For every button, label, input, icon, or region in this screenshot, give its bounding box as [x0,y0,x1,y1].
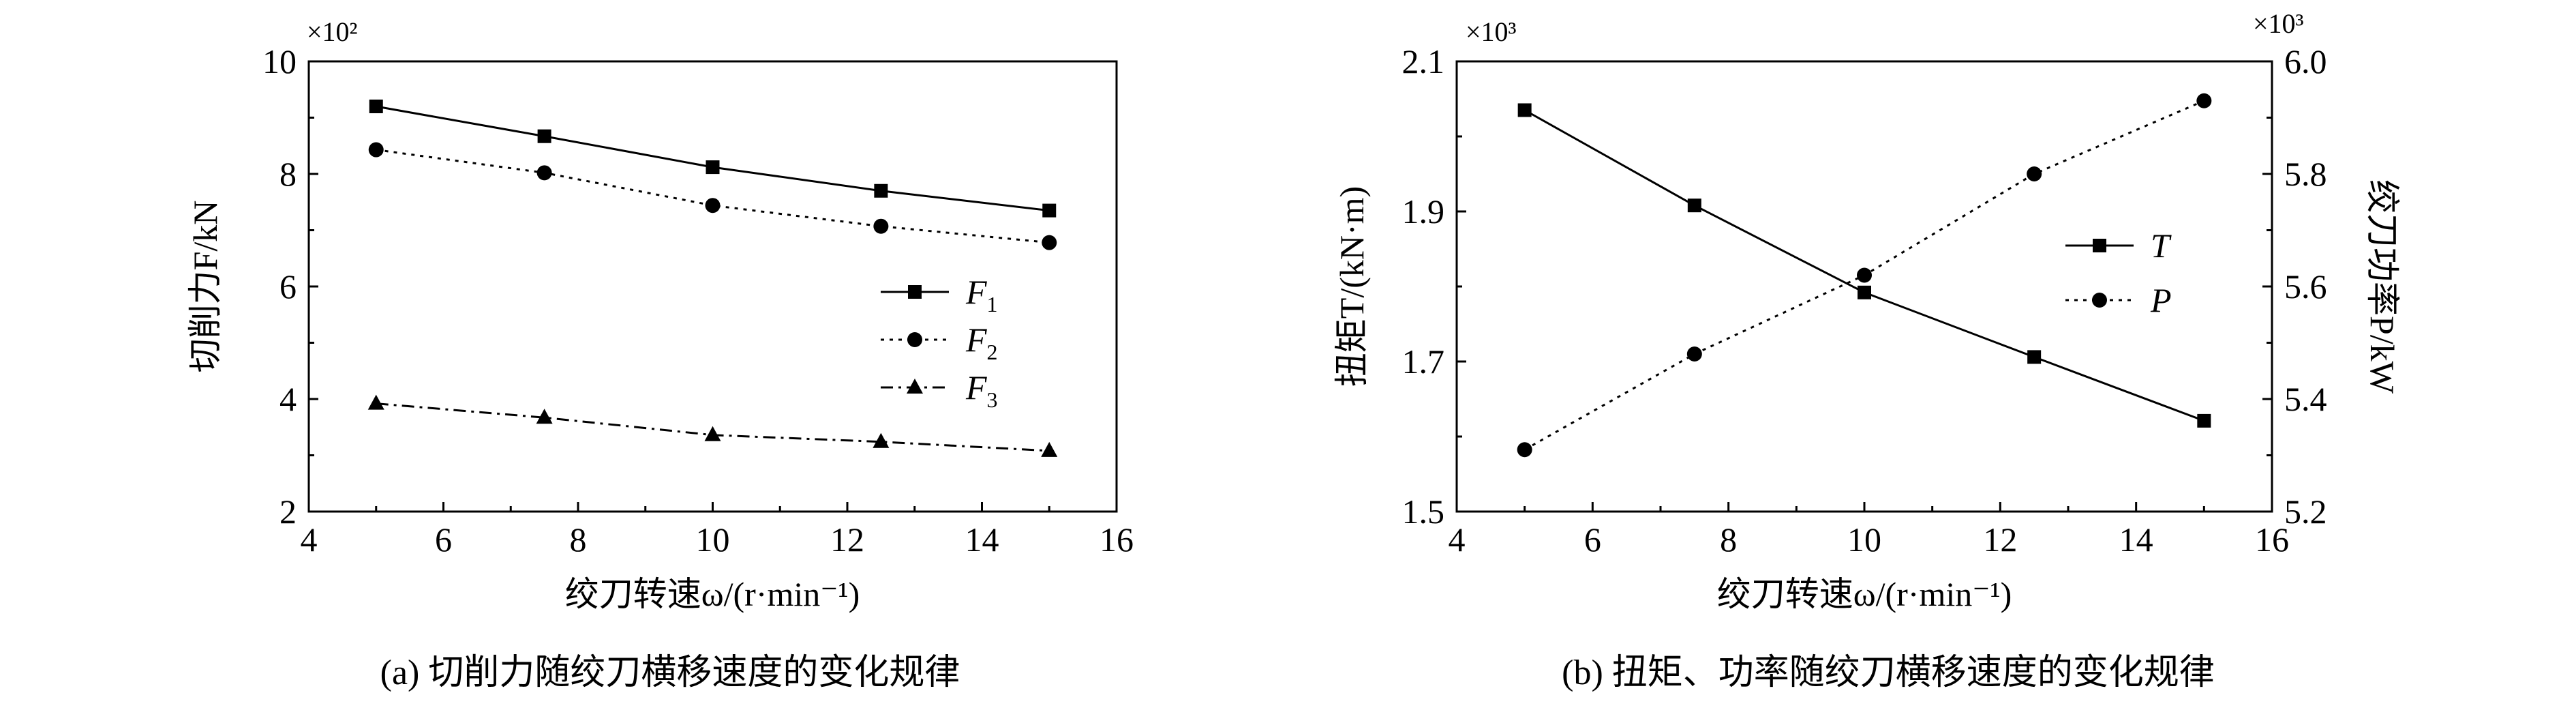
a-y-tick-label: 8 [279,155,297,193]
a-series-f2-point [1042,235,1057,250]
a-series-f3-point [536,409,553,424]
a-series-f3-legend-marker [907,379,923,394]
a-series-f1-point [874,183,888,198]
a-series-f1-point [369,100,383,113]
a-x-tick-label: 16 [1100,520,1134,559]
a-series-f3-legend-label: F3 [965,368,998,412]
a-x-tick-label: 10 [696,520,730,559]
b-series-t-point [1858,285,1871,299]
a-x-tick-label: 12 [830,520,864,559]
b-y2-tick-label: 5.4 [2284,380,2327,418]
a-y-tick-label: 6 [279,267,297,306]
b-series-p-point [1686,346,1702,362]
a-series-f3-point [873,432,890,448]
a-series-f1-legend-label: F1 [965,273,998,316]
b-y2-tick-label: 5.2 [2284,492,2327,531]
a-series-f2-point [873,218,889,234]
chart-b-caption: (b) 扭矩、功率随绞刀横移速度的变化规律 [1562,653,2215,692]
a-series-f1-line [376,105,1050,212]
b-series-t-point [2197,413,2211,428]
a-x-tick-label: 6 [435,520,452,559]
a-y-tick-label: 10 [262,42,297,80]
a-series-f2-point [368,142,384,158]
a-series-f3-point [704,426,721,441]
b-series-t-point [1517,103,1532,117]
b-series-p-legend-label: P [2150,281,2172,319]
chart-a-plot-frame [307,60,1118,513]
a-series-f1-legend-marker [908,285,922,299]
a-series-f2-legend-marker [907,332,922,347]
a-y-tick-label: 4 [279,380,297,418]
chart-b-y-multiplier: ×10³ [1466,16,1517,47]
b-y2-tick-label: 6.0 [2284,42,2327,80]
chart-a-caption: (a) 切削力随绞刀横移速度的变化规律 [380,653,960,692]
b-series-p-point [1517,442,1532,458]
b-series-t-legend-marker [2093,239,2106,252]
b-y2-tick-label: 5.8 [2284,155,2327,193]
b-y-tick-label: 1.5 [1402,492,1445,531]
b-y-tick-label: 1.7 [1402,342,1445,381]
chart-a-y-multiplier: ×10² [307,16,358,47]
a-series-f1-point [706,160,720,175]
chart-b-legend: TP [2065,226,2172,319]
a-series-f2-line [376,149,1050,244]
a-x-tick-label: 14 [965,520,999,559]
b-series-t-point [2027,350,2042,364]
b-series-t-legend-label: T [2151,226,2172,265]
a-y-tick-label: 2 [279,492,297,531]
chart-a-x-axis-label: 绞刀转速ω/(r·min⁻¹) [565,575,860,613]
b-y-tick-label: 1.9 [1402,192,1445,231]
chart-b-x-axis-label: 绞刀转速ω/(r·min⁻¹) [1717,575,2012,613]
b-series-p-point [2027,166,2042,181]
b-y2-tick-label: 5.6 [2284,267,2327,306]
b-series-t-point [1687,198,1701,213]
a-series-f1-point [1042,203,1057,218]
b-series-p-point [2196,93,2212,108]
a-series-f2-legend-label: F2 [965,321,998,364]
b-x-tick-label: 8 [1720,520,1737,559]
b-x-tick-label: 16 [2255,520,2289,559]
b-x-tick-label: 4 [1449,520,1466,559]
b-x-tick-label: 10 [1847,520,1881,559]
b-series-p-legend-marker [2092,293,2107,308]
b-y-tick-label: 2.1 [1402,42,1445,80]
chart-b-y2-axis-label: 绞刀功率P/kW [2363,179,2401,394]
a-series-f2-point [705,198,721,213]
b-x-tick-label: 6 [1584,520,1601,559]
chart-b-y2-multiplier: ×10³ [2253,8,2304,39]
chart-a-y-axis-label: 切削力F/kN [186,201,224,373]
a-series-f3-point [367,394,384,410]
a-x-tick-label: 8 [570,520,587,559]
chart-b-y-axis-label: 扭矩T/(kN·m) [1333,186,1371,387]
a-series-f3-point [1041,441,1058,457]
a-series-f1-point [537,129,551,143]
a-x-tick-label: 4 [301,520,318,559]
b-x-tick-label: 12 [1983,520,2017,559]
b-x-tick-label: 14 [2119,520,2153,559]
a-series-f2-point [536,165,552,181]
chart-b: 4 6 8 10 12 14 16 1.5 1.7 1.9 2.1 5.2 5.4 5.6 5.8 6.0… [1333,8,2401,692]
b-series-t-line [1524,109,2204,422]
b-series-p-point [1857,267,1872,283]
